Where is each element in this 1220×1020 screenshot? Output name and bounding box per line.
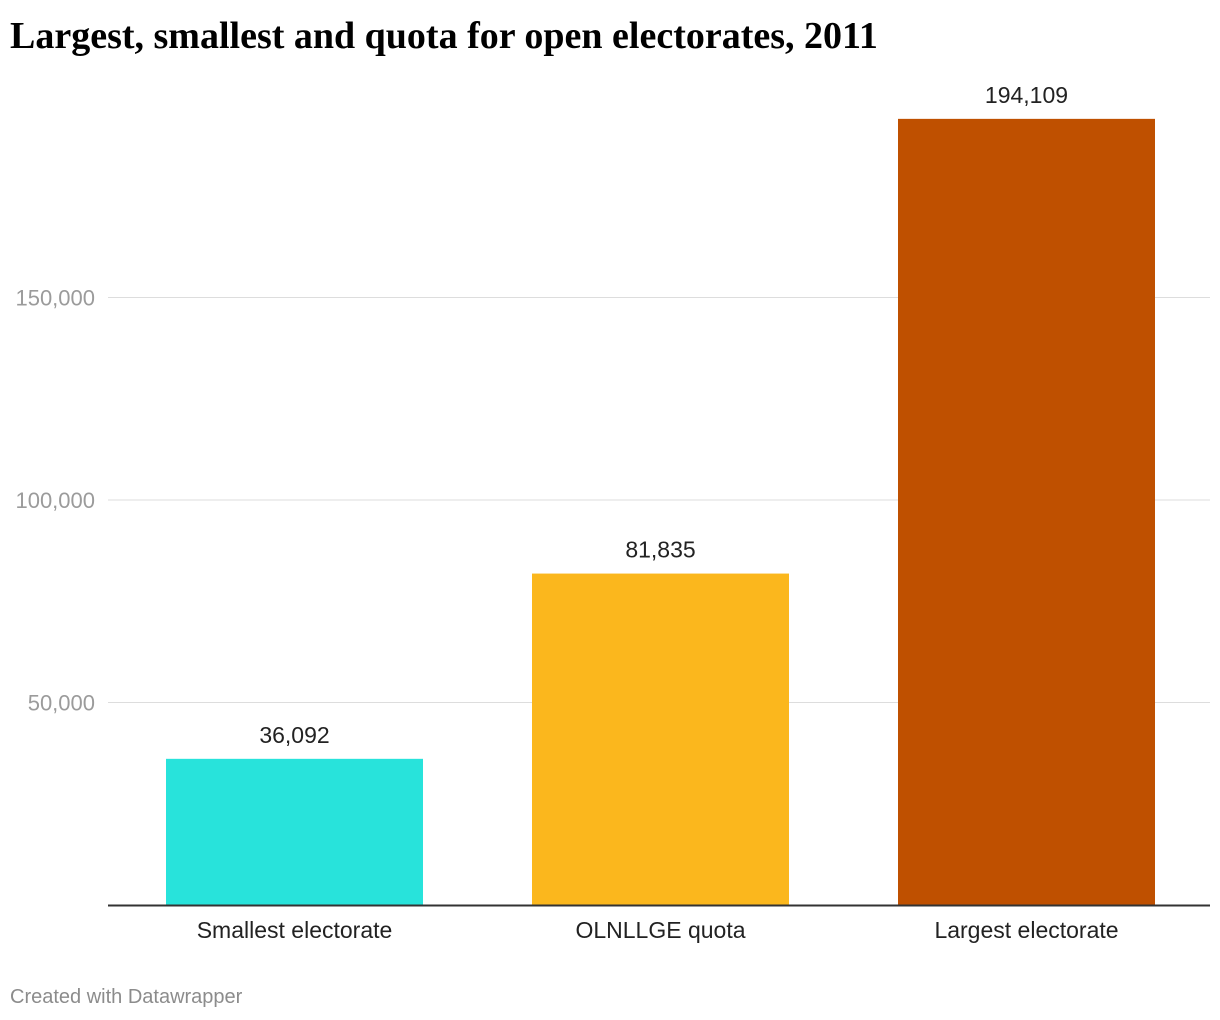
bar <box>532 573 789 905</box>
x-axis: Smallest electorate OLNLLGE quota Largest … <box>108 904 1210 943</box>
footer-credit: Created with Datawrapper <box>10 986 243 1008</box>
y-tick-label: 100,000 <box>15 488 95 513</box>
y-tick-label: 150,000 <box>15 286 95 311</box>
value-label: 81,835 <box>625 537 695 563</box>
chart-title: Largest, smallest and quota for open ele… <box>10 15 878 57</box>
gridlines: 50,000 100,000 150,000 <box>15 286 1210 716</box>
value-labels: 36,092 81,835 194,109 <box>259 82 1068 748</box>
category-label: Smallest electorate <box>197 917 393 943</box>
bar <box>898 118 1155 906</box>
y-tick-label: 50,000 <box>28 691 95 716</box>
category-label: OLNLLGE quota <box>575 917 745 943</box>
value-label: 194,109 <box>985 82 1068 108</box>
bar <box>166 758 423 905</box>
bars <box>166 118 1155 906</box>
category-label: Largest electorate <box>934 917 1118 943</box>
value-label: 36,092 <box>259 722 329 748</box>
